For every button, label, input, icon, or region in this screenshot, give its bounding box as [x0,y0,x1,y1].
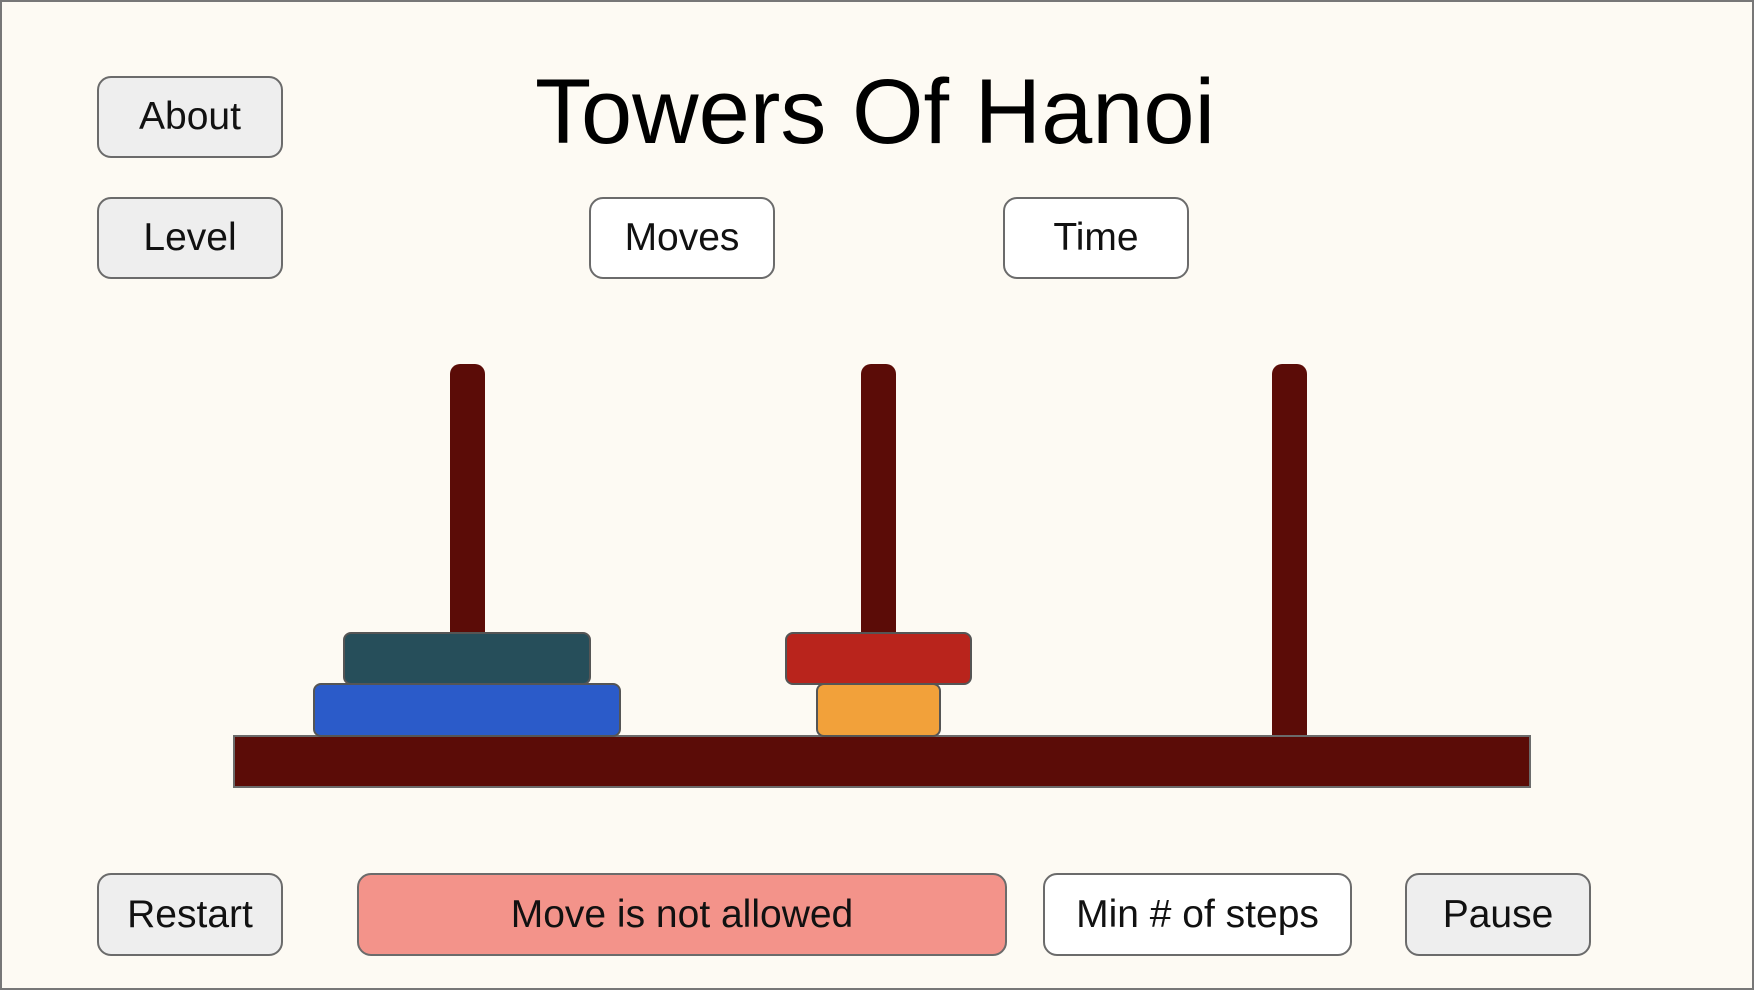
right-pole[interactable] [1272,364,1307,738]
page-title: Towers Of Hanoi [535,61,1216,163]
min-steps-display: Min # of steps [1043,873,1352,956]
middle-pole[interactable] [861,364,896,636]
pause-button[interactable]: Pause [1405,873,1591,956]
disk-red-medium-small[interactable] [785,632,972,685]
left-pole[interactable] [450,364,485,636]
disk-teal-medium[interactable] [343,632,591,685]
level-button[interactable]: Level [97,197,283,279]
restart-button[interactable]: Restart [97,873,283,956]
moves-counter: Moves [589,197,775,279]
status-message: Move is not allowed [357,873,1007,956]
time-display: Time [1003,197,1189,279]
disk-orange-small[interactable] [816,683,941,737]
tower-base [233,735,1531,788]
disk-blue-large[interactable] [313,683,621,737]
about-button[interactable]: About [97,76,283,158]
